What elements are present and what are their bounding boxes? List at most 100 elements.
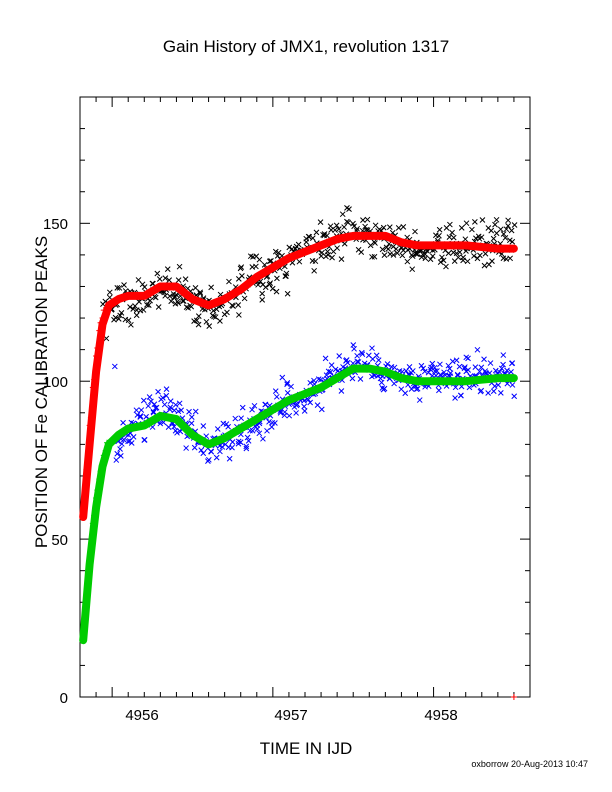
scatter-point (161, 401, 168, 408)
scatter-point (133, 312, 140, 319)
scatter-point (466, 384, 473, 391)
scatter-point (262, 284, 269, 291)
scatter-point (461, 365, 468, 372)
scatter-point (502, 235, 509, 241)
scatter-point (206, 323, 213, 329)
scatter-point (188, 420, 195, 427)
scatter-point (208, 448, 215, 455)
scatter-point (363, 226, 370, 233)
scatter-point (421, 368, 428, 375)
scatter-point (371, 253, 378, 260)
scatter-point (439, 254, 445, 261)
scatter-point (481, 262, 488, 269)
scatter-point (241, 295, 248, 302)
ramp-point (83, 466, 90, 473)
scatter-point (217, 448, 223, 455)
scatter-point (364, 216, 371, 223)
chart-title: Gain History of JMX1, revolution 1317 (163, 37, 449, 56)
x-tick-label: 4958 (424, 707, 457, 724)
y-tick-label: 50 (51, 532, 68, 549)
scatter-point (349, 375, 356, 382)
scatter-point (358, 249, 365, 255)
scatter-point (508, 227, 515, 234)
scatter-point (162, 292, 169, 299)
scatter-point (497, 390, 504, 396)
scatter-point (191, 444, 198, 451)
scatter-point (492, 221, 498, 228)
scatter-point (112, 314, 119, 321)
scatter-point (413, 386, 420, 393)
scatter-point (462, 236, 469, 243)
scatter-point (487, 360, 494, 366)
scatter-point (141, 284, 148, 290)
scatter-point (375, 357, 382, 363)
scatter-point (180, 298, 187, 304)
scatter-point (380, 224, 387, 231)
ramp-point (102, 447, 109, 454)
scatter-point (453, 250, 460, 257)
scatter-point (436, 232, 442, 239)
scatter-point (507, 255, 514, 262)
fit-curve (79, 231, 518, 521)
scatter-point (259, 297, 266, 303)
scatter-point (372, 240, 378, 246)
ramp-point (86, 422, 93, 429)
scatter-point (166, 293, 173, 299)
scatter-point (267, 280, 274, 286)
scatter-point (272, 420, 278, 426)
scatter-point (281, 409, 288, 415)
scatter-point (500, 361, 506, 368)
scatter-point (203, 318, 210, 325)
scatter-point (384, 361, 391, 367)
scatter-point (175, 300, 182, 306)
scatter-point (114, 285, 121, 291)
scatter-point (183, 445, 189, 451)
scatter-point (120, 436, 127, 443)
scatter-point (313, 229, 320, 236)
ramp-point (86, 555, 93, 562)
scatter-point (245, 438, 252, 444)
scatter-point (128, 321, 134, 328)
footer-text: oxborrow 20-Aug-2013 10:47 (471, 759, 588, 769)
scatter-point (284, 381, 290, 388)
scatter-point (478, 234, 485, 241)
scatter-point (230, 303, 236, 310)
scatter-point (145, 302, 152, 309)
scatter-point (174, 429, 180, 436)
scatter-point (145, 403, 152, 409)
scatter-point (224, 309, 230, 316)
scatter-point (294, 401, 301, 408)
y-tick-label: 0 (60, 690, 68, 707)
scatter-point (269, 285, 276, 292)
scatter-point (338, 256, 345, 262)
scatter-point (455, 254, 462, 261)
scatter-point (226, 278, 232, 285)
scatter-point (511, 393, 518, 400)
scatter-point (121, 282, 127, 288)
scatter-point (488, 227, 495, 234)
ramp-point (96, 476, 103, 483)
scatter-point (309, 235, 316, 241)
scatter-point (479, 217, 486, 223)
scatter-point (114, 450, 121, 457)
scatter-point (503, 226, 510, 233)
scatter-point (443, 263, 449, 270)
ramp-point (84, 585, 91, 592)
scatter-point (211, 313, 217, 320)
scatter-point (117, 453, 124, 459)
scatter-point (296, 258, 303, 265)
scatter-point (464, 258, 471, 265)
scatter-point (286, 412, 293, 419)
scatter-point (198, 447, 205, 453)
scatter-point (416, 397, 423, 403)
scatter-point (453, 357, 460, 364)
scatter-point (334, 245, 341, 251)
scatter-point (273, 393, 280, 400)
x-axis-label: TIME IN IJD (260, 739, 353, 758)
scatter-point (402, 390, 409, 397)
scatter-point (249, 406, 255, 413)
ramp-point (93, 495, 100, 502)
scatter-point (144, 302, 150, 308)
scatter-point (150, 409, 157, 416)
scatter-point (322, 355, 329, 362)
